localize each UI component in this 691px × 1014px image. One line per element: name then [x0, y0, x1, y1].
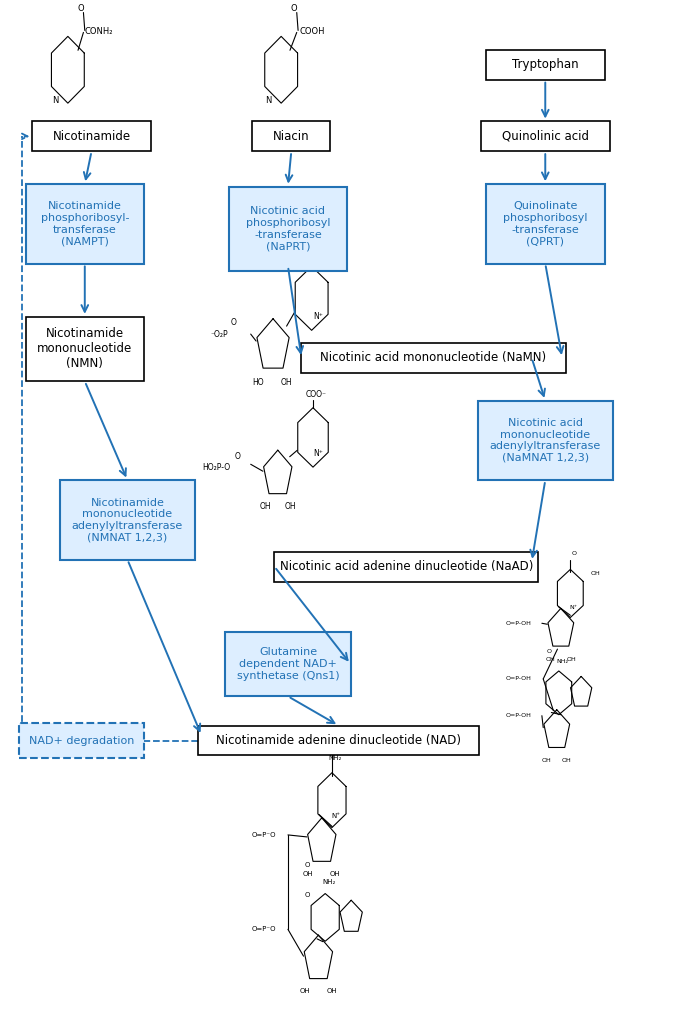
FancyBboxPatch shape: [274, 552, 538, 581]
Text: O=P-OH: O=P-OH: [506, 621, 532, 626]
Text: Quinolinic acid: Quinolinic acid: [502, 130, 589, 143]
Text: N⁺: N⁺: [314, 311, 323, 320]
FancyBboxPatch shape: [19, 723, 144, 757]
FancyBboxPatch shape: [198, 726, 480, 755]
Text: Nicotinic acid mononucleotide (NaMN): Nicotinic acid mononucleotide (NaMN): [321, 352, 547, 364]
Text: NH₂: NH₂: [329, 755, 342, 762]
Text: CONH₂: CONH₂: [85, 26, 113, 35]
Text: O: O: [571, 552, 576, 557]
Text: OH: OH: [330, 871, 341, 877]
Text: OH: OH: [546, 656, 556, 661]
Text: HO: HO: [252, 378, 264, 387]
Text: OH: OH: [300, 988, 310, 994]
Text: N⁺: N⁺: [569, 605, 578, 609]
Text: NH₂: NH₂: [556, 658, 568, 663]
FancyBboxPatch shape: [32, 122, 151, 151]
Text: Nicotinamide
mononucleotide
adenylyltransferase
(NMNAT 1,2,3): Nicotinamide mononucleotide adenylyltran…: [72, 498, 183, 542]
Text: O=P⁻O: O=P⁻O: [252, 831, 276, 838]
Text: O: O: [332, 733, 338, 739]
Text: OH: OH: [284, 502, 296, 510]
Text: O: O: [234, 452, 240, 460]
Text: Nicotinamide adenine dinucleotide (NAD): Nicotinamide adenine dinucleotide (NAD): [216, 734, 461, 747]
Text: Nicotinamide
mononucleotide
(NMN): Nicotinamide mononucleotide (NMN): [37, 328, 133, 370]
Text: NH₂: NH₂: [322, 879, 335, 884]
Text: Nicotinic acid
mononucleotide
adenylyltransferase
(NaMNAT 1,2,3): Nicotinic acid mononucleotide adenylyltr…: [490, 418, 601, 462]
Text: OH: OH: [327, 988, 337, 994]
Text: O: O: [77, 4, 84, 13]
Text: Tryptophan: Tryptophan: [512, 58, 578, 71]
Text: O: O: [546, 649, 551, 654]
Text: O: O: [304, 891, 310, 897]
Text: Quinolinate
phosphoribosyl
-transferase
(QPRT): Quinolinate phosphoribosyl -transferase …: [503, 202, 587, 246]
Text: CONH₂: CONH₂: [305, 247, 331, 257]
Text: O=P⁻O: O=P⁻O: [252, 927, 276, 932]
FancyBboxPatch shape: [486, 185, 605, 264]
FancyBboxPatch shape: [26, 185, 144, 264]
Text: COO⁻: COO⁻: [306, 390, 327, 400]
Text: OH: OH: [260, 502, 272, 510]
Text: OH: OH: [303, 871, 314, 877]
Text: COOH: COOH: [299, 26, 325, 35]
Text: OH: OH: [591, 571, 600, 576]
FancyBboxPatch shape: [477, 401, 613, 481]
Text: Nicotinic acid
phosphoribosyl
-transferase
(NaPRT): Nicotinic acid phosphoribosyl -transfera…: [246, 207, 330, 251]
FancyBboxPatch shape: [229, 187, 347, 271]
Text: HO₂P-O: HO₂P-O: [202, 462, 230, 472]
Text: O=P-OH: O=P-OH: [506, 676, 532, 681]
Text: N: N: [52, 96, 58, 104]
Text: O: O: [291, 4, 297, 13]
FancyBboxPatch shape: [225, 632, 350, 697]
Text: Niacin: Niacin: [273, 130, 310, 143]
FancyBboxPatch shape: [59, 481, 195, 560]
Text: N⁺: N⁺: [314, 449, 323, 458]
Text: Glutamine
dependent NAD+
synthetase (Qns1): Glutamine dependent NAD+ synthetase (Qns…: [236, 647, 339, 680]
FancyBboxPatch shape: [301, 343, 565, 373]
Text: OH: OH: [281, 378, 292, 387]
Text: OH: OH: [542, 757, 551, 763]
FancyBboxPatch shape: [26, 316, 144, 381]
FancyBboxPatch shape: [252, 122, 330, 151]
Text: OH: OH: [566, 656, 576, 661]
Text: N: N: [265, 96, 272, 104]
Text: Nicotinic acid adenine dinucleotide (NaAD): Nicotinic acid adenine dinucleotide (NaA…: [280, 560, 533, 573]
Text: Nicotinamide
phosphoribosyl-
transferase
(NAMPT): Nicotinamide phosphoribosyl- transferase…: [41, 202, 129, 246]
Text: NAD+ degradation: NAD+ degradation: [29, 735, 134, 745]
Text: O=P-OH: O=P-OH: [506, 713, 532, 718]
Text: O: O: [304, 862, 310, 868]
Text: Nicotinamide: Nicotinamide: [53, 130, 131, 143]
FancyBboxPatch shape: [481, 122, 609, 151]
Text: O: O: [231, 317, 237, 327]
FancyBboxPatch shape: [486, 50, 605, 80]
Text: OH: OH: [562, 757, 572, 763]
Text: ⁻O₂P: ⁻O₂P: [211, 330, 228, 339]
Text: N⁺: N⁺: [332, 813, 341, 819]
